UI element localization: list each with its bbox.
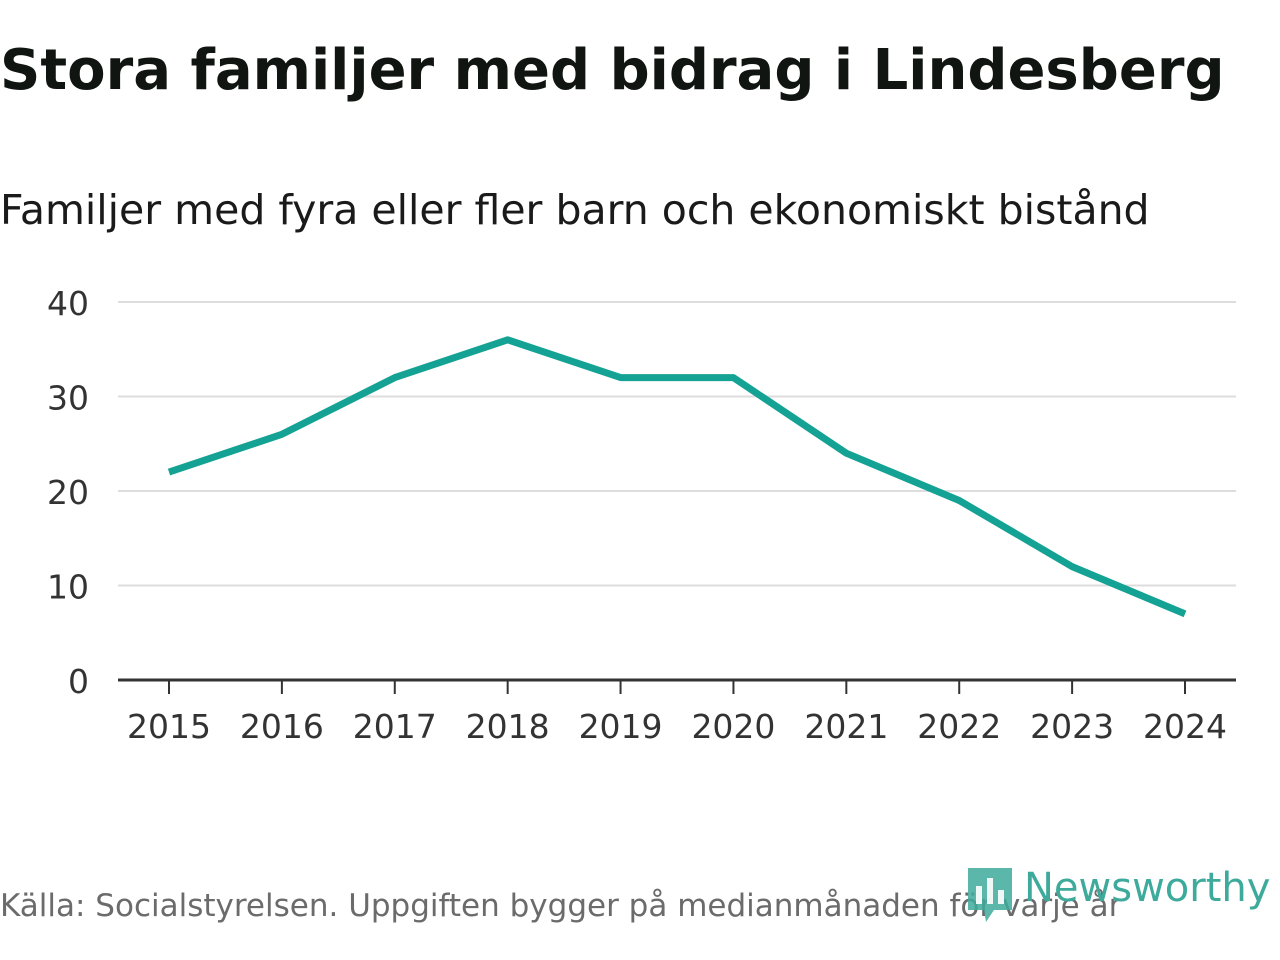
chart-subtitle: Familjer med fyra eller fler barn och ek… bbox=[0, 186, 1150, 234]
newsworthy-logo: Newsworthy bbox=[964, 864, 1270, 928]
x-tick-label: 2017 bbox=[353, 707, 437, 746]
series-lines bbox=[167, 336, 1187, 618]
x-axis-ticks: 2015 2016 2017 2018 2019 2020 2021 2022 2023 2024 bbox=[127, 680, 1227, 746]
newsworthy-logo-icon bbox=[968, 868, 1012, 922]
chart-title: Stora familjer med bidrag i Lindesberg bbox=[0, 38, 1225, 103]
x-tick-label: 2018 bbox=[466, 707, 550, 746]
y-tick-label: 0 bbox=[68, 662, 89, 701]
x-tick-label: 2020 bbox=[691, 707, 775, 746]
y-tick-label: 10 bbox=[47, 568, 89, 607]
y-tick-label: 20 bbox=[47, 473, 89, 512]
x-tick-label: 2019 bbox=[579, 707, 663, 746]
x-tick-label: 2024 bbox=[1143, 707, 1227, 746]
newsworthy-logo-text: Newsworthy bbox=[1024, 865, 1271, 911]
y-tick-label: 40 bbox=[47, 284, 89, 323]
x-tick-label: 2021 bbox=[804, 707, 888, 746]
x-tick-label: 2023 bbox=[1030, 707, 1114, 746]
x-tick-label: 2022 bbox=[917, 707, 1001, 746]
x-tick-label: 2016 bbox=[240, 707, 324, 746]
grid-lines bbox=[118, 301, 1236, 587]
source-note: Källa: Socialstyrelsen. Uppgiften bygger… bbox=[0, 888, 1122, 924]
x-tick-label: 2015 bbox=[127, 707, 211, 746]
series-line bbox=[167, 336, 1187, 618]
y-tick-label: 30 bbox=[47, 379, 89, 418]
y-axis-ticks: 0 10 20 30 40 bbox=[47, 284, 89, 701]
